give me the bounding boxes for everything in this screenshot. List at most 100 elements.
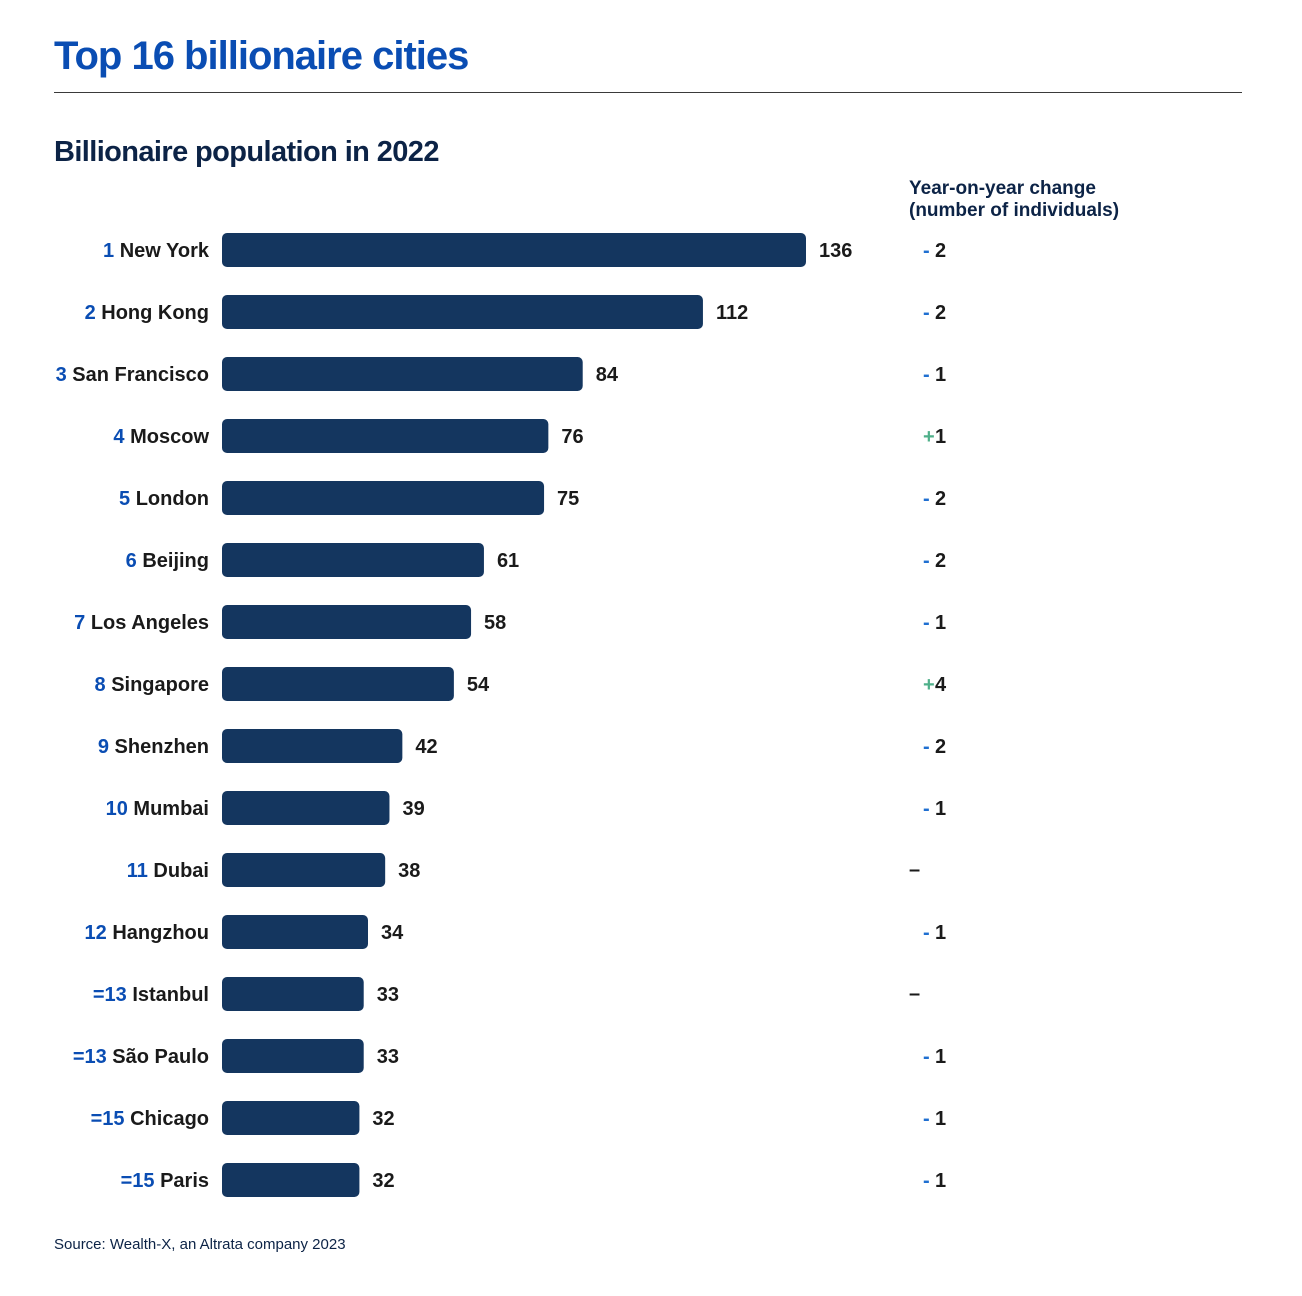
- change-minus-sign: -: [923, 240, 930, 262]
- value-label: 84: [596, 364, 619, 386]
- value-label: 32: [372, 1108, 394, 1130]
- bar-hong-kong: [222, 295, 703, 329]
- value-label: 33: [377, 1046, 399, 1068]
- rank-number: =13: [73, 1046, 107, 1068]
- value-label: 34: [381, 922, 404, 944]
- value-label: 58: [484, 612, 506, 634]
- rank-number: 5: [119, 488, 130, 510]
- change-minus-sign: -: [923, 1170, 930, 1192]
- city-name: São Paulo: [107, 1046, 209, 1068]
- city-name: Shenzhen: [109, 736, 209, 758]
- bar-moscow: [222, 419, 549, 453]
- category-label: 3 San Francisco: [56, 364, 209, 386]
- change-minus-sign: -: [923, 798, 930, 820]
- category-label: 10 Mumbai: [106, 798, 209, 820]
- category-label: =13 São Paulo: [73, 1046, 209, 1068]
- change-column-header: Year-on-year change (number of individua…: [909, 178, 1119, 222]
- category-label: 2 Hong Kong: [85, 302, 209, 324]
- change-value: 1: [935, 922, 946, 944]
- rank-number: 9: [98, 736, 109, 758]
- change-minus-sign: -: [923, 1108, 930, 1130]
- change-minus-sign: -: [923, 550, 930, 572]
- rank-number: =15: [121, 1170, 155, 1192]
- city-name: Istanbul: [127, 984, 209, 1006]
- value-label: 42: [415, 736, 437, 758]
- change-value: 1: [935, 364, 946, 386]
- bar-hangzhou: [222, 915, 368, 949]
- bar-beijing: [222, 543, 484, 577]
- rank-number: =13: [93, 984, 127, 1006]
- category-label: 4 Moscow: [113, 426, 209, 448]
- change-value: 1: [935, 1046, 946, 1068]
- city-name: Hong Kong: [96, 302, 209, 324]
- bar-new-york: [222, 233, 806, 267]
- category-label: =15 Paris: [121, 1170, 209, 1192]
- change-header-line1: Year-on-year change: [909, 178, 1096, 199]
- change-neutral: –: [909, 859, 920, 881]
- bar-paris: [222, 1163, 360, 1197]
- bar-los-angeles: [222, 605, 472, 639]
- change-value: 2: [935, 550, 946, 572]
- change-value: 1: [935, 1170, 946, 1192]
- change-minus-sign: -: [923, 736, 930, 758]
- page-title: Top 16 billionaire cities: [54, 34, 469, 78]
- change-minus-sign: -: [923, 612, 930, 634]
- change-value: 2: [935, 488, 946, 510]
- change-value: 1: [935, 426, 946, 448]
- value-label: 38: [398, 860, 420, 882]
- change-minus-sign: -: [923, 1046, 930, 1068]
- value-label: 75: [557, 488, 579, 510]
- value-label: 136: [819, 240, 852, 262]
- city-name: Beijing: [137, 550, 209, 572]
- category-label: =15 Chicago: [91, 1108, 209, 1130]
- bar-chicago: [222, 1101, 360, 1135]
- bar-london: [222, 481, 545, 515]
- rank-number: 1: [103, 240, 114, 262]
- change-value: 2: [935, 240, 946, 262]
- city-name: Paris: [155, 1170, 209, 1192]
- chart-subtitle: Billionaire population in 2022: [54, 136, 439, 168]
- city-name: Moscow: [125, 426, 210, 448]
- city-name: Singapore: [106, 674, 209, 696]
- rank-number: 10: [106, 798, 128, 820]
- category-label: 11 Dubai: [127, 860, 209, 882]
- change-minus-sign: -: [923, 922, 930, 944]
- category-label: 12 Hangzhou: [85, 922, 209, 944]
- change-plus-sign: +: [923, 426, 935, 448]
- category-label: 8 Singapore: [95, 674, 209, 696]
- change-minus-sign: -: [923, 302, 930, 324]
- category-label: =13 Istanbul: [93, 984, 209, 1006]
- city-name: Hangzhou: [107, 922, 209, 944]
- rank-number: 3: [56, 364, 67, 386]
- bar-dubai: [222, 853, 386, 887]
- change-header-line2: (number of individuals): [909, 200, 1120, 221]
- city-name: San Francisco: [67, 364, 209, 386]
- value-label: 39: [402, 798, 424, 820]
- change-value: 2: [935, 736, 946, 758]
- rank-number: 2: [85, 302, 96, 324]
- category-label: 5 London: [119, 488, 209, 510]
- rank-number: 7: [74, 612, 85, 634]
- value-label: 32: [372, 1170, 394, 1192]
- rank-number: 11: [127, 860, 148, 882]
- value-label: 33: [377, 984, 399, 1006]
- rank-number: 12: [85, 922, 107, 944]
- bar-istanbul: [222, 977, 364, 1011]
- value-label: 76: [561, 426, 583, 448]
- rank-number: 6: [126, 550, 137, 572]
- city-name: Los Angeles: [85, 612, 209, 634]
- change-minus-sign: -: [923, 488, 930, 510]
- bar-shenzhen: [222, 729, 403, 763]
- change-plus-sign: +: [923, 674, 935, 696]
- city-name: London: [130, 488, 209, 510]
- value-label: 54: [467, 674, 490, 696]
- change-minus-sign: -: [923, 364, 930, 386]
- city-name: Dubai: [148, 860, 209, 882]
- category-label: 1 New York: [103, 240, 210, 262]
- change-value: 1: [935, 1108, 946, 1130]
- bar-s-o-paulo: [222, 1039, 364, 1073]
- change-value: 4: [935, 674, 947, 696]
- source-note: Source: Wealth-X, an Altrata company 202…: [54, 1236, 346, 1253]
- rank-number: 8: [95, 674, 106, 696]
- category-label: 6 Beijing: [126, 550, 209, 572]
